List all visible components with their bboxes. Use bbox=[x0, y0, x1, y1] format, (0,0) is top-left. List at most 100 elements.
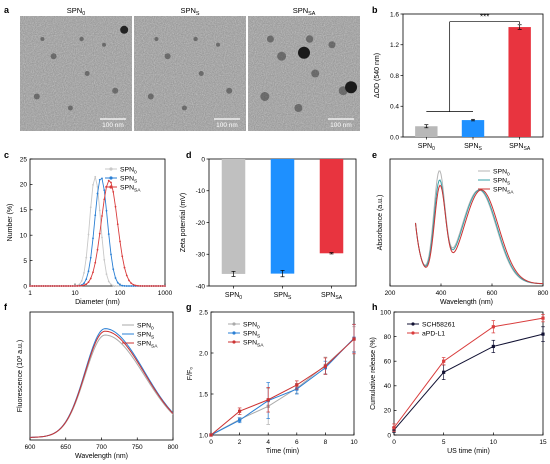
data-point bbox=[119, 283, 121, 286]
tem-image-1: SPNS 100 nm bbox=[134, 6, 246, 131]
y-tick-label: 2.5 bbox=[199, 309, 208, 316]
label-main: SPN bbox=[137, 340, 151, 347]
label-main: SPN bbox=[120, 184, 134, 191]
data-point bbox=[161, 285, 164, 287]
tem-texture bbox=[20, 16, 132, 131]
y-tick-label: 0 bbox=[201, 156, 205, 163]
data-point bbox=[74, 285, 76, 287]
label-main: SPN bbox=[274, 292, 288, 299]
legend-marker bbox=[232, 322, 236, 326]
scale-bar-label: 100 nm bbox=[330, 122, 352, 129]
data-point bbox=[164, 285, 166, 287]
bar bbox=[508, 27, 531, 138]
series-line bbox=[415, 179, 544, 285]
legend-label: SPNSA bbox=[120, 184, 141, 193]
data-point bbox=[105, 209, 108, 212]
data-point bbox=[128, 279, 130, 282]
chart-f: 600 650 700 750 800 Wavelength (nm) Fluorescen… bbox=[17, 311, 179, 460]
data-point bbox=[38, 285, 40, 287]
panel-letter: f bbox=[4, 302, 8, 312]
data-point bbox=[78, 283, 81, 286]
data-point bbox=[94, 175, 97, 178]
nanoparticle bbox=[154, 37, 159, 41]
data-point bbox=[33, 285, 36, 287]
data-point bbox=[47, 285, 49, 287]
nanoparticle bbox=[50, 53, 57, 60]
data-point bbox=[42, 285, 45, 287]
y-tick-label: 40 bbox=[384, 383, 392, 390]
data-point bbox=[491, 344, 495, 349]
label-main: SPN bbox=[509, 143, 523, 150]
series-line bbox=[393, 317, 544, 428]
label-sub: 0 bbox=[257, 324, 260, 330]
label-sub: SA bbox=[335, 295, 342, 301]
legend-label: SPN0 bbox=[137, 322, 154, 331]
data-point bbox=[442, 359, 446, 363]
data-point bbox=[89, 277, 92, 280]
data-point bbox=[56, 285, 58, 287]
series-line bbox=[29, 334, 174, 438]
y-tick-label: 20 bbox=[20, 182, 28, 189]
chart-e: 200 400 600 800 Wavelength (nm) Absorbance (a… bbox=[377, 158, 549, 306]
data-point bbox=[101, 177, 103, 180]
series-line bbox=[210, 338, 355, 436]
y-tick-label: 100 bbox=[380, 309, 391, 316]
data-point bbox=[103, 198, 106, 201]
label-sub: 0 bbox=[239, 295, 242, 301]
x-tick-label: 750 bbox=[132, 444, 143, 451]
data-point bbox=[116, 223, 119, 226]
label-main: SPN bbox=[180, 6, 195, 15]
tem-image-0: SPN0 100 nm bbox=[20, 6, 132, 131]
data-point bbox=[442, 370, 446, 374]
label-sub: S bbox=[479, 146, 483, 152]
data-point bbox=[209, 433, 213, 437]
x-tick-label: 15 bbox=[539, 439, 547, 446]
data-point bbox=[65, 285, 67, 287]
nanoparticle bbox=[311, 69, 320, 78]
y-axis-label: F/F₀ bbox=[187, 367, 194, 380]
data-point bbox=[125, 274, 128, 277]
label-main: SPN bbox=[321, 292, 335, 299]
tem-title: SPNSA bbox=[293, 6, 316, 17]
data-point bbox=[87, 281, 90, 284]
data-point bbox=[148, 285, 151, 287]
data-point bbox=[110, 181, 112, 184]
y-axis-label: Zeta potential (mV) bbox=[180, 193, 187, 253]
data-point bbox=[121, 284, 124, 287]
legend-label: SPNS bbox=[137, 331, 155, 340]
data-point bbox=[143, 285, 146, 287]
data-point bbox=[71, 285, 74, 287]
data-point bbox=[103, 189, 106, 192]
data-point bbox=[123, 284, 126, 287]
data-point bbox=[51, 285, 54, 287]
data-point bbox=[94, 214, 97, 217]
panel-letter: h bbox=[372, 302, 378, 312]
nanoparticle bbox=[226, 87, 233, 94]
data-point bbox=[101, 215, 103, 217]
data-point bbox=[121, 255, 124, 258]
bar bbox=[221, 159, 246, 274]
nanoparticle bbox=[266, 35, 274, 43]
x-tick-label: 0 bbox=[209, 439, 213, 446]
x-tick-label: 400 bbox=[436, 290, 447, 297]
chart-h: 0 5 10 15 0 20 40 60 80 100 US time (min) Cumulativ… bbox=[370, 309, 547, 455]
x-tick-label: 600 bbox=[25, 444, 36, 451]
x-tick-label: 100 bbox=[115, 290, 126, 297]
data-point bbox=[49, 285, 52, 287]
label-sub: SA bbox=[134, 187, 141, 193]
y-tick-label: 20 bbox=[384, 408, 392, 415]
series-line bbox=[210, 337, 355, 436]
data-point bbox=[139, 285, 142, 287]
legend-label: SPN0 bbox=[243, 321, 260, 330]
legend-marker bbox=[411, 322, 415, 326]
data-point bbox=[130, 282, 133, 285]
nanoparticle bbox=[40, 37, 45, 41]
data-point bbox=[112, 284, 115, 287]
data-point bbox=[114, 205, 117, 208]
data-point bbox=[76, 285, 79, 287]
y-tick-label: 25 bbox=[20, 156, 28, 163]
tem-title: SPN0 bbox=[67, 6, 85, 17]
label-main: SPN bbox=[120, 175, 134, 182]
nanoparticle bbox=[294, 104, 303, 112]
data-point bbox=[69, 285, 72, 287]
